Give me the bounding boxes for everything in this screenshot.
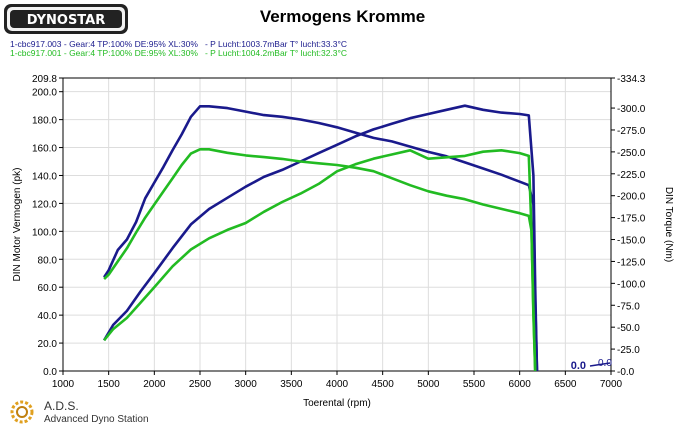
series-line-3	[103, 149, 537, 372]
x-tick-label: 1500	[98, 379, 121, 390]
y-right-tick-label: -25.0	[617, 345, 640, 356]
y-tick-label: 160.0	[32, 144, 57, 155]
y-right-tick-label: -200.0	[617, 192, 646, 203]
x-tick-label: 2000	[143, 379, 166, 390]
series-line-1	[102, 104, 539, 372]
ads-gear-icon	[10, 400, 34, 424]
y-right-tick-label: -250.0	[617, 148, 646, 159]
x-tick-label: 5500	[463, 379, 486, 390]
x-tick-label: 3500	[280, 379, 303, 390]
y-tick-label: 180.0	[32, 116, 57, 127]
y-tick-label: 140.0	[32, 171, 57, 182]
x-tick-label: 6000	[509, 379, 532, 390]
x-tick-label: 4500	[372, 379, 395, 390]
run-legend-2: 1-cbc917.001 - Gear:4 TP:100% DE:95% XL:…	[10, 48, 348, 58]
dynostar-logo: DYNOSTAR	[4, 4, 128, 34]
y-tick-label: 80.0	[38, 255, 58, 266]
run-legend-1: 1-cbc917.003 - Gear:4 TP:100% DE:95% XL:…	[10, 39, 348, 49]
y-right-tick-label: -150.0	[617, 236, 646, 247]
chart-title: Vermogens Kromme	[259, 7, 426, 26]
x-tick-label: 6500	[554, 379, 577, 390]
y-right-tick-label: -300.0	[617, 104, 646, 115]
series-line-4	[103, 148, 537, 372]
y-right-tick-label: -175.0	[617, 214, 646, 225]
y-tick-label: 200.0	[32, 88, 57, 99]
y-right-tick-label: -225.0	[617, 170, 646, 181]
x-tick-label: 5000	[417, 379, 440, 390]
series-line-2	[103, 105, 539, 372]
x-tick-label: 7000	[600, 379, 623, 390]
svg-text:DYNOSTAR: DYNOSTAR	[27, 13, 105, 28]
y-right-tick-label: -125.0	[617, 257, 646, 268]
end-readout-left: 0.0	[571, 360, 586, 372]
y-axis-label: DIN Motor Vermogen (pk)	[12, 168, 23, 282]
footer-subtitle: Advanced Dyno Station	[44, 414, 149, 425]
y-tick-label: 209.8	[32, 74, 57, 85]
y-tick-label: 100.0	[32, 227, 57, 238]
y-right-axis-label: DIN Torque (Nm)	[663, 187, 674, 262]
y-right-tick-label: -50.0	[617, 323, 640, 334]
y-tick-label: 20.0	[38, 339, 58, 350]
y-tick-label: 120.0	[32, 199, 57, 210]
footer-brand: A.D.S.	[44, 399, 79, 413]
x-tick-label: 4000	[326, 379, 349, 390]
x-axis-label: Toerental (rpm)	[303, 398, 371, 409]
y-tick-label: 40.0	[38, 311, 58, 322]
y-right-tick-label: -275.0	[617, 126, 646, 137]
y-right-tick-label: -100.0	[617, 279, 646, 290]
x-tick-label: 3000	[235, 379, 258, 390]
end-readout-marker	[589, 362, 611, 367]
y-right-tick-label: -0.0	[617, 367, 635, 378]
y-tick-label: 0.0	[43, 367, 57, 378]
x-tick-label: 1000	[52, 379, 75, 390]
y-right-tick-label: -75.0	[617, 301, 640, 312]
y-right-tick-label: -334.3	[617, 74, 646, 85]
x-tick-label: 2500	[189, 379, 212, 390]
y-tick-label: 60.0	[38, 283, 58, 294]
